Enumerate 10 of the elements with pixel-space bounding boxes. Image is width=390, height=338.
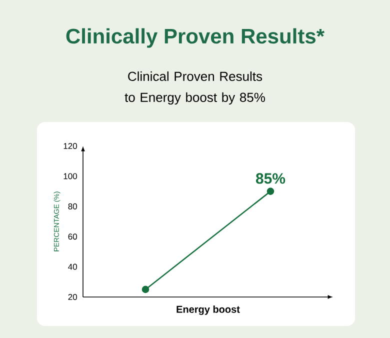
chart-title: Clinically Proven Results*: [66, 28, 325, 48]
y-tick-label: 80: [68, 203, 77, 210]
y-tick-label: 100: [64, 173, 77, 180]
y-tick-label: 60: [68, 234, 77, 240]
chart-subtitle: Clinical Proven Results to Energy boost by 85%: [124, 71, 265, 105]
y-tick-label: 40: [68, 264, 77, 270]
y-tick-label: 20: [68, 294, 77, 300]
y-tick-label: 120: [64, 143, 77, 150]
x-axis-title: Energy boost: [176, 306, 240, 315]
annotation: 85%: [256, 173, 286, 184]
